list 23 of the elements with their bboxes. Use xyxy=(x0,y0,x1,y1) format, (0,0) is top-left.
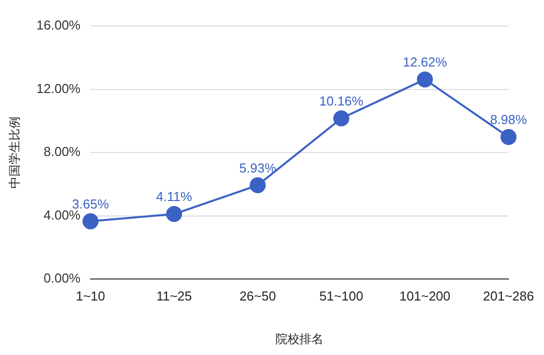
point xyxy=(500,129,517,146)
point xyxy=(166,206,182,222)
x-tick-label: 26~50 xyxy=(239,288,276,304)
y-axis-title: 中国学生比例 xyxy=(8,116,22,188)
point xyxy=(333,110,350,126)
data-label: 5.93% xyxy=(239,160,277,176)
x-tick-label: 101~200 xyxy=(399,288,450,304)
data-label: 10.16% xyxy=(319,93,364,108)
point xyxy=(416,71,433,88)
data-label: 4.11% xyxy=(156,189,192,204)
x-axis-title: 院校排名 xyxy=(276,332,324,346)
data-label: 8.98% xyxy=(490,112,528,128)
x-tick-label: 11~25 xyxy=(156,288,192,304)
y-tick-label: 12.00% xyxy=(36,80,81,96)
x-tick-label: 51~100 xyxy=(319,288,364,304)
y-tick-label: 0.00% xyxy=(44,270,81,286)
x-tick-label: 1~10 xyxy=(76,288,106,304)
point xyxy=(82,213,98,230)
point xyxy=(250,177,266,194)
data-label: 12.62% xyxy=(402,54,448,70)
y-tick-label: 16.00% xyxy=(36,18,81,33)
x-tick-label: 201~286 xyxy=(483,288,534,304)
y-tick-label: 8.00% xyxy=(44,144,81,160)
